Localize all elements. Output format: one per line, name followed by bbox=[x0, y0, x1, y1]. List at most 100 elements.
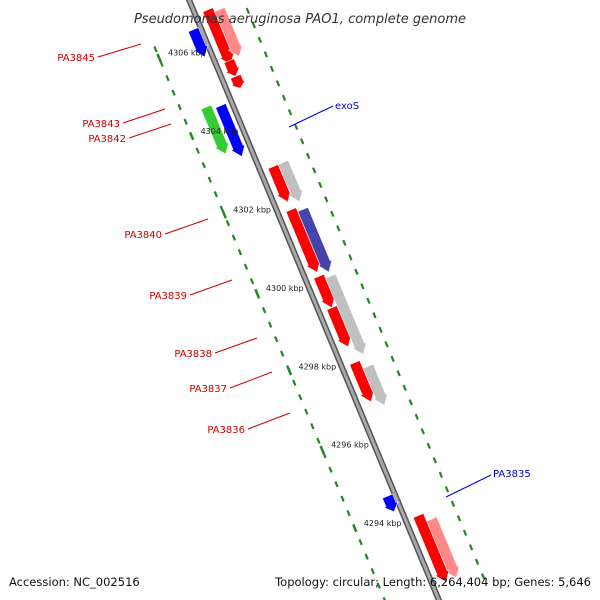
gc-dot bbox=[183, 118, 188, 125]
gene-label-leader bbox=[288, 105, 334, 128]
scale-tick-label: 4294 kbp bbox=[364, 519, 402, 528]
gene-label: PA3840 bbox=[124, 230, 162, 241]
gc-dot bbox=[287, 109, 293, 116]
gene-label-leader bbox=[97, 43, 142, 58]
gc-dot bbox=[281, 94, 287, 101]
gc-dot bbox=[334, 481, 339, 488]
gene-arrow bbox=[325, 273, 367, 355]
gene-arrow bbox=[412, 513, 450, 583]
gc-dot bbox=[269, 65, 275, 72]
gene-label: PA3835 bbox=[493, 469, 531, 480]
gene-label: PA3845 bbox=[57, 53, 95, 64]
gene-arrow bbox=[200, 104, 230, 155]
gc-dot bbox=[468, 544, 474, 551]
gc-dot bbox=[372, 312, 377, 319]
gene-label-leader bbox=[164, 218, 209, 235]
gene-label: PA3837 bbox=[189, 384, 227, 395]
scale-tick-label: 4302 kbp bbox=[233, 206, 271, 215]
gc-dot bbox=[177, 104, 182, 111]
gene-label-leader bbox=[122, 108, 166, 124]
gc-dot bbox=[237, 249, 243, 256]
gc-dot bbox=[195, 147, 200, 154]
gc-dot bbox=[342, 239, 347, 246]
gene-arrow bbox=[214, 7, 243, 57]
gc-dot bbox=[201, 162, 206, 169]
gc-dot bbox=[408, 399, 413, 406]
gc-dot bbox=[207, 176, 212, 183]
gene-label: PA3842 bbox=[88, 134, 126, 145]
gene-arrow bbox=[187, 27, 209, 58]
gc-dot bbox=[426, 442, 431, 449]
gc-dot bbox=[340, 495, 345, 502]
gc-dot bbox=[370, 568, 375, 575]
gc-dot bbox=[420, 428, 425, 435]
gc-dot bbox=[330, 210, 335, 217]
gc-dot bbox=[336, 225, 341, 232]
gc-dot bbox=[261, 307, 267, 314]
gene-label-leader bbox=[128, 123, 172, 139]
gene-arrow bbox=[230, 73, 246, 89]
gene-arrows bbox=[187, 7, 460, 583]
gc-dot bbox=[328, 466, 333, 473]
gc-dot bbox=[275, 80, 281, 87]
gc-dot bbox=[316, 437, 321, 444]
gc-dot bbox=[257, 36, 263, 43]
gene-arrow bbox=[223, 58, 241, 77]
gc-dot bbox=[480, 573, 486, 580]
gc-dot bbox=[382, 597, 386, 600]
scale-tick-label: 4304 kbp bbox=[201, 127, 239, 136]
gene-label: PA3836 bbox=[207, 425, 245, 436]
gene-arrow bbox=[297, 206, 333, 273]
topology-summary-text: Topology: circular; Length: 6,264,404 bp… bbox=[274, 575, 591, 589]
gc-dot bbox=[384, 341, 389, 348]
gene-labels: PA3845 PA3843 PA3842 PA3840 PA3839 PA3838 PA38… bbox=[57, 43, 531, 498]
scale-tick-label: 4296 kbp bbox=[331, 441, 369, 450]
gc-dot bbox=[378, 326, 383, 333]
gc-dot bbox=[310, 423, 315, 430]
map-title: Pseudomonas aeruginosa PAO1, complete ge… bbox=[134, 12, 466, 27]
gc-dot bbox=[305, 152, 311, 159]
gc-dot bbox=[438, 471, 444, 478]
gc-dot bbox=[292, 379, 297, 386]
gc-dot bbox=[280, 350, 285, 357]
gc-dot bbox=[299, 138, 305, 145]
gc-dot bbox=[414, 413, 419, 420]
gc-dot bbox=[474, 558, 480, 565]
gc-dot bbox=[364, 553, 369, 560]
scale-tick-label: 4300 kbp bbox=[266, 284, 304, 293]
gene-label: exoS bbox=[335, 101, 359, 112]
gene-label-leader bbox=[445, 474, 492, 498]
gc-dot-tracks bbox=[153, 7, 486, 600]
gc-dot bbox=[243, 263, 249, 270]
gc-dot bbox=[219, 205, 225, 212]
scale-tick bbox=[319, 445, 325, 454]
gc-dot bbox=[376, 582, 381, 589]
gc-dot bbox=[153, 46, 158, 53]
scale-tick bbox=[156, 53, 162, 62]
gc-dot bbox=[390, 355, 395, 362]
gc-dot bbox=[358, 539, 363, 546]
gc-dot bbox=[159, 60, 164, 67]
gc-dot bbox=[346, 510, 351, 517]
scale-ticks: 4306 kbp 4304 kbp 4302 kbp 4300 kbp 4298 kbp… bbox=[156, 49, 402, 533]
gc-dot bbox=[213, 191, 218, 198]
gc-dot bbox=[231, 234, 237, 241]
gene-arrow bbox=[215, 103, 246, 158]
gene-arrow bbox=[277, 159, 304, 203]
gc-dot bbox=[249, 278, 255, 285]
gene-label-leader bbox=[214, 337, 258, 354]
gc-dot bbox=[171, 89, 176, 96]
scale-tick-label: 4298 kbp bbox=[299, 362, 337, 371]
gc-dot bbox=[348, 254, 353, 261]
gc-dot bbox=[251, 22, 257, 29]
gc-dot bbox=[360, 283, 365, 290]
gene-arrow bbox=[382, 493, 399, 513]
gc-dot bbox=[366, 297, 371, 304]
gene-label-leader bbox=[229, 371, 273, 389]
gc-dot bbox=[354, 268, 359, 275]
gc-dot bbox=[444, 486, 450, 493]
gc-dot bbox=[312, 167, 317, 174]
gene-arrow bbox=[202, 7, 235, 66]
gc-dot bbox=[245, 7, 250, 14]
